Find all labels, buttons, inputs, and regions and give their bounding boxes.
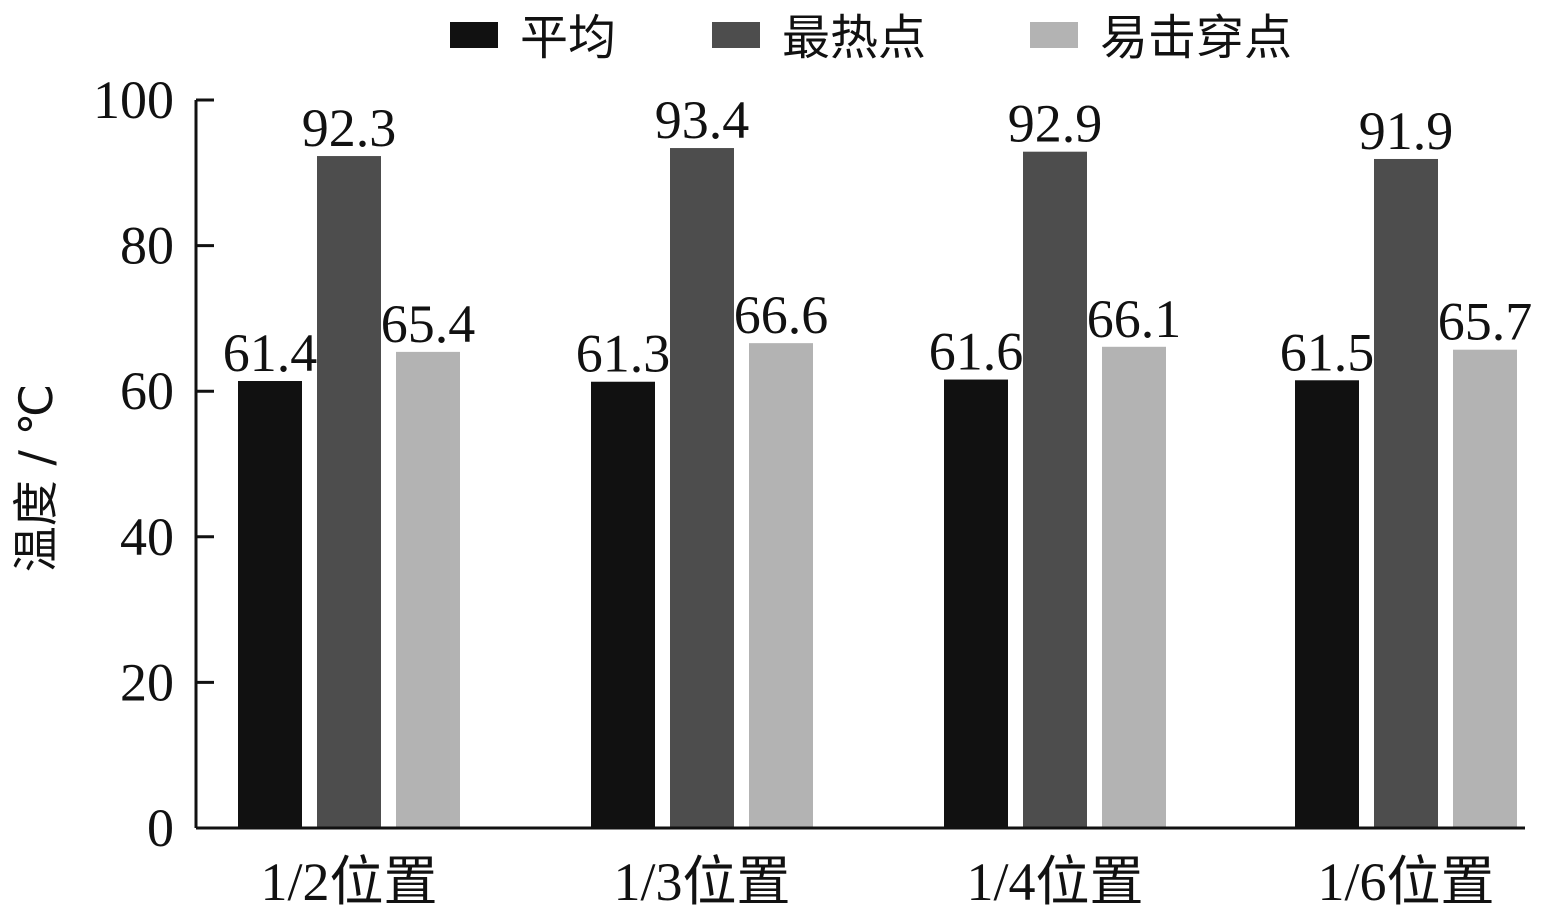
- bar: [238, 381, 302, 828]
- data-label: 66.6: [734, 285, 829, 345]
- data-label: 61.6: [929, 322, 1024, 382]
- y-axis-title: 温度 / ℃: [9, 384, 63, 572]
- bar: [396, 351, 460, 828]
- data-label: 61.3: [576, 324, 671, 384]
- legend-label: 最热点: [782, 10, 926, 66]
- x-axis: 1/2位置 1/3位置 1/4位置 1/6位置: [196, 826, 1525, 912]
- x-tick-label: 1/4位置: [966, 852, 1143, 912]
- y-tick-label: 60: [120, 361, 174, 421]
- x-tick-label: 1/3位置: [613, 852, 790, 912]
- bar: [317, 156, 381, 828]
- bar: [944, 379, 1008, 828]
- legend-item: 平均: [450, 10, 616, 66]
- legend-label: 易击穿点: [1100, 10, 1292, 66]
- data-label: 92.3: [302, 98, 397, 158]
- legend-swatch: [1030, 22, 1078, 48]
- bar: [1295, 380, 1359, 828]
- legend-label: 平均: [520, 10, 616, 66]
- bar-group: 61.3 93.4 66.6: [576, 90, 829, 829]
- y-tick-label: 80: [120, 216, 174, 276]
- bar: [1023, 151, 1087, 829]
- data-label: 65.7: [1438, 292, 1533, 352]
- data-label: 61.4: [223, 323, 318, 383]
- legend-swatch: [450, 22, 498, 48]
- y-axis: 0 20 40 60 80 100: [93, 70, 214, 858]
- legend-item: 易击穿点: [1030, 10, 1292, 66]
- x-tick-label: 1/6位置: [1317, 852, 1494, 912]
- bar-group: 61.5 91.9 65.7: [1280, 101, 1533, 828]
- data-label: 91.9: [1359, 101, 1454, 161]
- bar: [1453, 349, 1517, 828]
- bar: [749, 343, 813, 828]
- bars: 61.4 92.3 65.4 61.3 93.4 66.6 61.6 92.9 66.1 61.5…: [223, 90, 1533, 829]
- data-label: 92.9: [1008, 94, 1103, 154]
- y-tick-label: 0: [147, 798, 174, 858]
- y-tick-label: 40: [120, 507, 174, 567]
- legend-swatch: [712, 22, 760, 48]
- legend-item: 最热点: [712, 10, 926, 66]
- legend: 平均 最热点 易击穿点: [450, 10, 1292, 66]
- bar-group: 61.4 92.3 65.4: [223, 98, 476, 828]
- bar: [670, 148, 734, 829]
- bar: [1374, 158, 1438, 828]
- x-tick-label: 1/2位置: [260, 852, 437, 912]
- bar: [591, 381, 655, 828]
- bar-group: 61.6 92.9 66.1: [929, 94, 1182, 829]
- data-label: 65.4: [381, 294, 476, 354]
- data-label: 61.5: [1280, 322, 1375, 382]
- y-tick-label: 20: [120, 652, 174, 712]
- data-label: 93.4: [655, 90, 750, 150]
- y-tick-label: 100: [93, 70, 174, 130]
- bar: [1102, 346, 1166, 828]
- data-label: 66.1: [1087, 289, 1182, 349]
